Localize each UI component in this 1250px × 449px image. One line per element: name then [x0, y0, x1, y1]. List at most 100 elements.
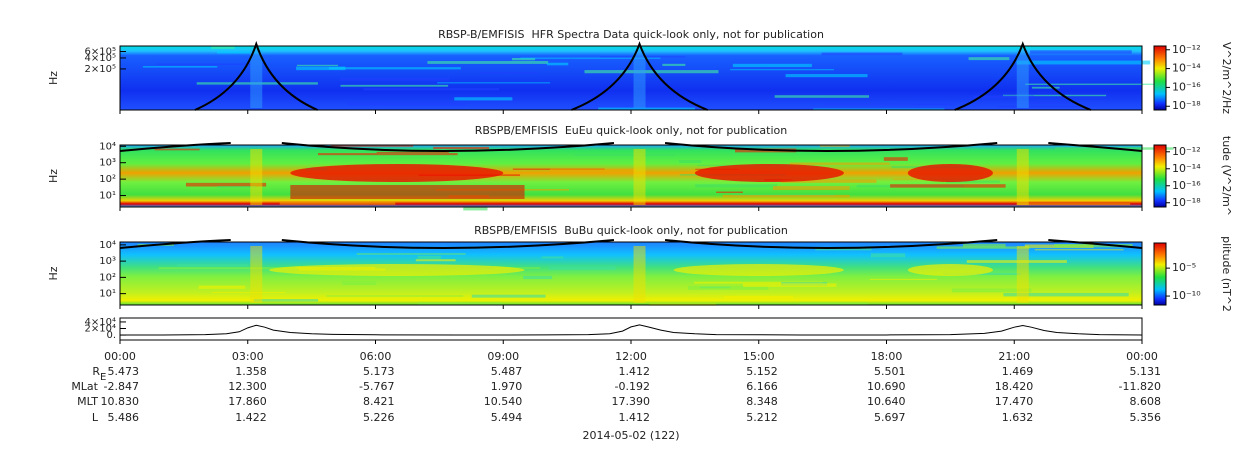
colorbar [1153, 242, 1167, 306]
plasma-curve [119, 239, 1143, 249]
spectrogram-streak [347, 102, 466, 106]
ephemeris-value: 17.860 [228, 395, 267, 408]
spectrogram-streak [743, 283, 837, 287]
y-tick-label: 4×10⁵ [85, 53, 116, 64]
spectrogram-texture [142, 40, 1160, 111]
ephemeris-value: 8.421 [363, 395, 395, 408]
spectrogram-streak [584, 70, 719, 74]
colorbar-label: plitude (nT^2 [1220, 236, 1233, 312]
line-series [119, 324, 1143, 336]
ephemeris-label: MLat [71, 380, 98, 393]
y-tick-label: 10² [99, 174, 116, 185]
spectrogram-spike [250, 149, 263, 205]
spectrogram-spike [1016, 149, 1029, 205]
spectrogram-streak [548, 266, 616, 270]
x-tick-label: 12:00 [615, 350, 647, 363]
spectrogram-streak [1016, 60, 1151, 65]
ephemeris-value: 1.412 [619, 365, 651, 378]
ephemeris-value: 1.412 [619, 411, 651, 424]
spectrogram-blob [907, 164, 993, 182]
y-tick-label: 0. [106, 330, 116, 341]
ephemeris-value: 6.166 [746, 380, 778, 393]
spectrogram-streak [813, 108, 945, 110]
y-tick-label: 10² [99, 272, 116, 283]
spectrogram-streak [694, 281, 823, 284]
spectrogram-streak [417, 255, 441, 260]
y-tick-label: 2×10⁵ [85, 64, 116, 75]
spectrogram-streak [342, 281, 377, 285]
ephemeris-value: 5.486 [108, 411, 140, 424]
spectrogram-streak [724, 295, 794, 300]
spectrogram-streak [211, 291, 286, 293]
spectrogram-streak [1031, 86, 1060, 89]
ephemeris-value: 5.356 [1130, 411, 1162, 424]
colorbar [1153, 45, 1167, 111]
ephemeris-value: 10.640 [867, 395, 906, 408]
x-tick-label: 21:00 [998, 350, 1030, 363]
spectrogram-spike [633, 246, 646, 303]
spectrogram-streak [154, 148, 200, 151]
spectrogram-streak [454, 97, 513, 101]
ephemeris-value: 10.540 [484, 395, 523, 408]
ephemeris-value: 5.501 [874, 365, 906, 378]
colorbar-tick-label: 10⁻¹⁴ [1172, 62, 1201, 75]
ephemeris-value: 5.697 [874, 411, 906, 424]
spectrogram-streak [433, 146, 490, 150]
x-tick-label: 18:00 [871, 350, 903, 363]
spectrogram-streak [142, 66, 218, 68]
spectrogram-streak [968, 57, 1010, 61]
x-tick-label: 00:00 [104, 350, 136, 363]
spectrogram-streak [550, 168, 637, 172]
spectrogram-blob [673, 264, 844, 276]
spectrogram-streak [815, 248, 872, 251]
y-tick-label: 10³ [99, 256, 116, 267]
spectrogram-blob [290, 164, 504, 182]
spectrogram-streak [722, 194, 850, 198]
spectrogram-streak [679, 160, 702, 164]
spectrogram-streak [216, 51, 262, 54]
spectrogram-streak [415, 259, 456, 262]
date-label: 2014-05-02 (122) [582, 429, 679, 442]
y-tick-label: 10³ [99, 158, 116, 169]
ephemeris-value: 18.420 [995, 380, 1034, 393]
y-axis-label: Hz [47, 169, 60, 183]
x-tick-label: 06:00 [360, 350, 392, 363]
ephemeris-label: L [92, 411, 99, 424]
ephemeris-value: 5.131 [1130, 365, 1162, 378]
ephemeris-value: 5.473 [108, 365, 140, 378]
spectrogram-spike [250, 50, 263, 108]
ephemeris-value: 17.470 [995, 395, 1034, 408]
y-tick-label: 10¹ [99, 289, 116, 300]
panel-title: RBSPB/EMFISIS EuEu quick-look only, not … [475, 124, 788, 137]
ephemeris-label-sub: E [100, 372, 106, 383]
spectrogram-streak [427, 61, 549, 64]
ephemeris-value: 1.422 [235, 411, 267, 424]
spectrogram-streak [176, 264, 249, 267]
colorbar-tick-label: 10⁻¹⁰ [1172, 289, 1201, 302]
ephemeris-value: 1.970 [491, 380, 523, 393]
spectrogram-streak [296, 66, 346, 71]
spectrogram-streak [799, 302, 868, 306]
spectrogram-streak [211, 46, 235, 49]
spectrogram-streak [296, 64, 339, 67]
colorbar-tick-label: 10⁻¹² [1172, 43, 1201, 56]
x-tick-label: 09:00 [487, 350, 519, 363]
spectrogram-spike [1016, 246, 1029, 303]
spectrogram-streak [185, 182, 267, 187]
spectrogram-streak [821, 52, 903, 56]
spectrogram-streak [973, 95, 1034, 98]
ephemeris-value: 1.469 [1002, 365, 1034, 378]
ephemeris-label: MLT [77, 395, 98, 408]
spectrogram-streak [326, 295, 464, 297]
ephemeris-value: 10.830 [101, 395, 140, 408]
spectrogram-spike [633, 149, 646, 205]
spectrogram-streak [893, 178, 930, 180]
spectrogram-streak [789, 162, 890, 165]
ephemeris-value: 17.390 [612, 395, 651, 408]
spectrogram-streak [915, 103, 955, 106]
spectrogram-streak [574, 154, 675, 157]
spectrogram-streak [962, 243, 1006, 248]
ephemeris-value: -11.820 [1119, 380, 1161, 393]
spectrogram-streak [1054, 244, 1133, 248]
